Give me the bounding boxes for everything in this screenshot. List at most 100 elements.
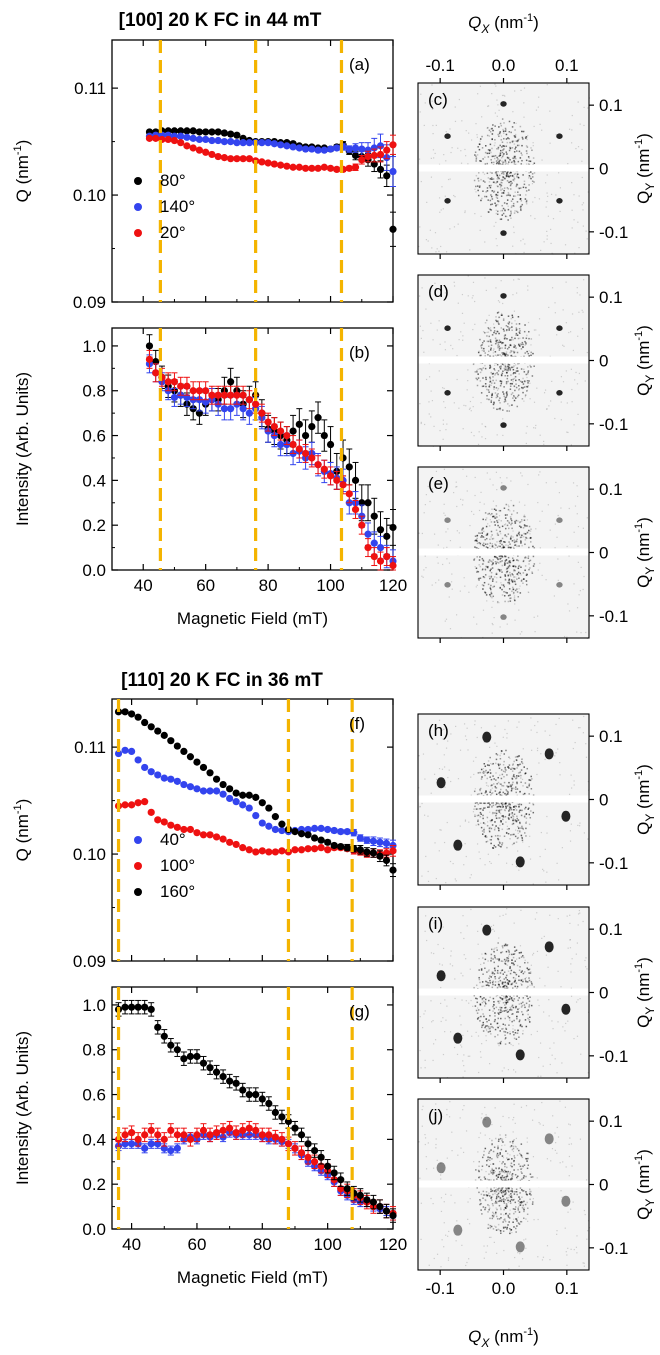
speckle <box>489 819 492 822</box>
noise <box>539 562 541 564</box>
noise <box>562 344 564 346</box>
noise <box>472 328 474 331</box>
speckle <box>513 541 516 544</box>
noise <box>546 200 548 203</box>
speckle <box>517 194 519 196</box>
speckle <box>511 787 514 789</box>
speckle <box>531 778 533 780</box>
speckle <box>491 203 493 205</box>
speckle <box>518 344 520 347</box>
speckle <box>480 354 482 357</box>
speckle <box>520 519 523 521</box>
speckle <box>526 525 528 527</box>
speckle <box>486 824 489 827</box>
speckle <box>499 218 502 221</box>
noise <box>478 177 480 179</box>
speckle <box>497 341 500 344</box>
noise <box>535 109 538 111</box>
noise <box>443 154 445 156</box>
noise <box>577 146 580 148</box>
speckle <box>506 353 509 356</box>
speckle <box>514 569 516 572</box>
noise <box>445 531 447 533</box>
speckle <box>528 160 530 162</box>
speckle <box>484 354 487 357</box>
noise <box>446 546 448 548</box>
data-point <box>310 824 319 832</box>
speckle <box>497 354 499 356</box>
speckle <box>509 388 512 390</box>
speckle <box>498 161 500 164</box>
q-axis-label-part-0: Q <box>13 848 32 861</box>
speckle <box>519 332 521 334</box>
noise <box>532 145 534 147</box>
noise <box>538 334 540 336</box>
noise <box>507 562 510 564</box>
qy-axis-label-part-2: (nm <box>634 533 653 567</box>
speckle <box>510 131 512 134</box>
noise <box>581 176 583 179</box>
noise <box>554 547 556 549</box>
speckle <box>485 537 488 540</box>
noise <box>566 636 568 638</box>
speckle <box>524 556 527 558</box>
noise <box>440 245 442 248</box>
noise <box>512 245 514 247</box>
speckle <box>476 793 479 796</box>
speckle <box>509 141 511 144</box>
speckle <box>513 806 515 808</box>
speckle <box>503 775 505 778</box>
speckle <box>511 322 513 325</box>
noise <box>421 532 423 535</box>
data-point <box>277 427 285 435</box>
data-point <box>389 847 397 855</box>
speckle <box>522 559 525 562</box>
speckle <box>514 345 517 347</box>
speckle <box>492 373 494 375</box>
noise <box>445 618 448 620</box>
speckle <box>517 139 519 142</box>
speckle <box>508 176 510 178</box>
data-point <box>265 804 273 812</box>
speckle <box>497 837 499 840</box>
speckle <box>512 380 514 383</box>
speckle <box>499 793 501 796</box>
speckle <box>490 399 493 402</box>
y-tick-label: 0.2 <box>82 516 106 535</box>
speckle <box>498 316 501 319</box>
noise <box>461 120 463 122</box>
noise <box>575 147 577 150</box>
noise <box>420 93 422 95</box>
speckle <box>511 336 513 339</box>
data-point <box>232 1129 240 1137</box>
speckle <box>532 794 535 796</box>
noise <box>538 474 540 476</box>
speckle <box>476 808 479 810</box>
speckle <box>476 571 478 573</box>
speckle <box>521 130 523 133</box>
speckle <box>494 139 496 141</box>
speckle <box>502 393 505 395</box>
speckle <box>532 352 534 355</box>
speckle <box>523 330 526 333</box>
speckle <box>504 560 507 562</box>
noise <box>456 354 458 357</box>
speckle <box>505 355 507 357</box>
noise <box>490 151 492 153</box>
speckle <box>506 194 509 196</box>
speckle <box>508 366 511 369</box>
speckle <box>478 559 481 561</box>
data-point <box>208 150 216 159</box>
noise <box>568 83 570 85</box>
speckle <box>513 540 516 543</box>
speckle <box>498 540 501 543</box>
speckle <box>532 802 534 805</box>
speckle <box>504 353 506 356</box>
noise <box>439 211 441 213</box>
speckle <box>529 816 532 819</box>
speckle <box>479 816 482 818</box>
noise <box>460 331 462 333</box>
speckle <box>489 171 492 174</box>
speckle <box>525 827 527 830</box>
noise <box>499 626 501 628</box>
